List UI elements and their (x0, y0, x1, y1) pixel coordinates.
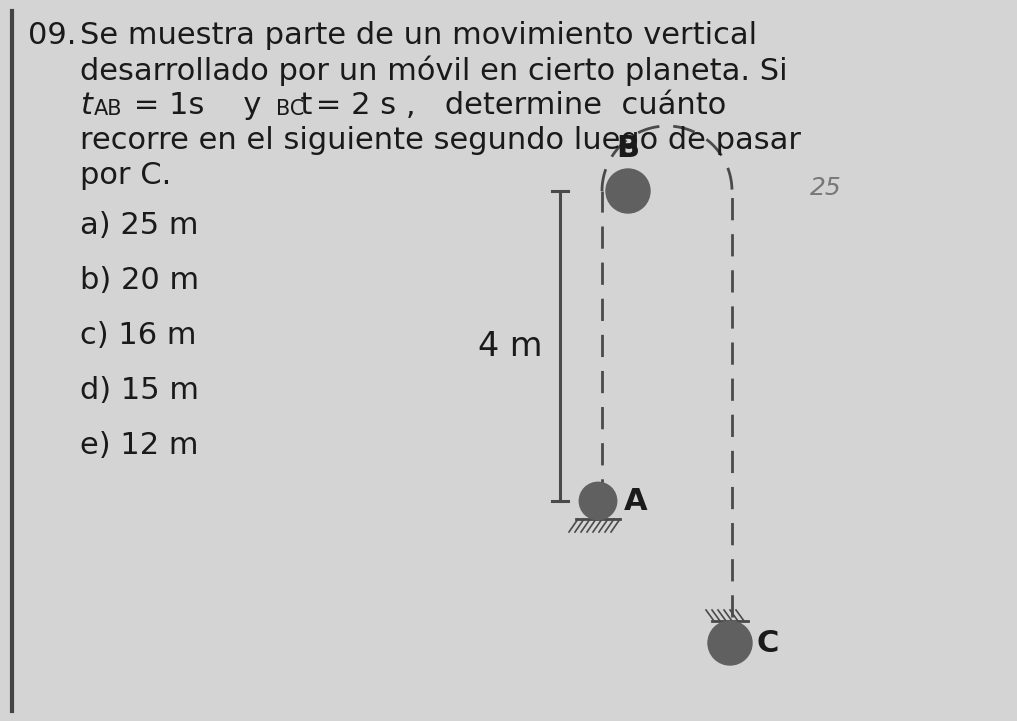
Text: e) 12 m: e) 12 m (80, 431, 198, 460)
Text: BC: BC (276, 99, 304, 119)
Text: Se muestra parte de un movimiento vertical: Se muestra parte de un movimiento vertic… (80, 21, 757, 50)
Text: B: B (616, 134, 640, 163)
Text: desarrollado por un móvil en cierto planeta. Si: desarrollado por un móvil en cierto plan… (80, 56, 787, 87)
Text: AB: AB (94, 99, 122, 119)
Text: a) 25 m: a) 25 m (80, 211, 198, 240)
Text: A: A (624, 487, 648, 516)
Text: por C.: por C. (80, 161, 171, 190)
Text: 25: 25 (810, 176, 842, 200)
Text: d) 15 m: d) 15 m (80, 376, 199, 405)
Text: c) 16 m: c) 16 m (80, 321, 196, 350)
Text: C: C (756, 629, 778, 658)
Text: b) 20 m: b) 20 m (80, 266, 199, 295)
Text: 4 m: 4 m (478, 329, 542, 363)
Circle shape (606, 169, 650, 213)
Text: = 1s    y    t: = 1s y t (124, 91, 312, 120)
Text: t: t (80, 91, 92, 120)
Circle shape (708, 621, 752, 665)
Text: 09.: 09. (28, 21, 76, 50)
Circle shape (580, 482, 616, 520)
Text: = 2 s ,   determine  cuánto: = 2 s , determine cuánto (306, 91, 726, 120)
Text: recorre en el siguiente segundo luego de pasar: recorre en el siguiente segundo luego de… (80, 126, 801, 155)
